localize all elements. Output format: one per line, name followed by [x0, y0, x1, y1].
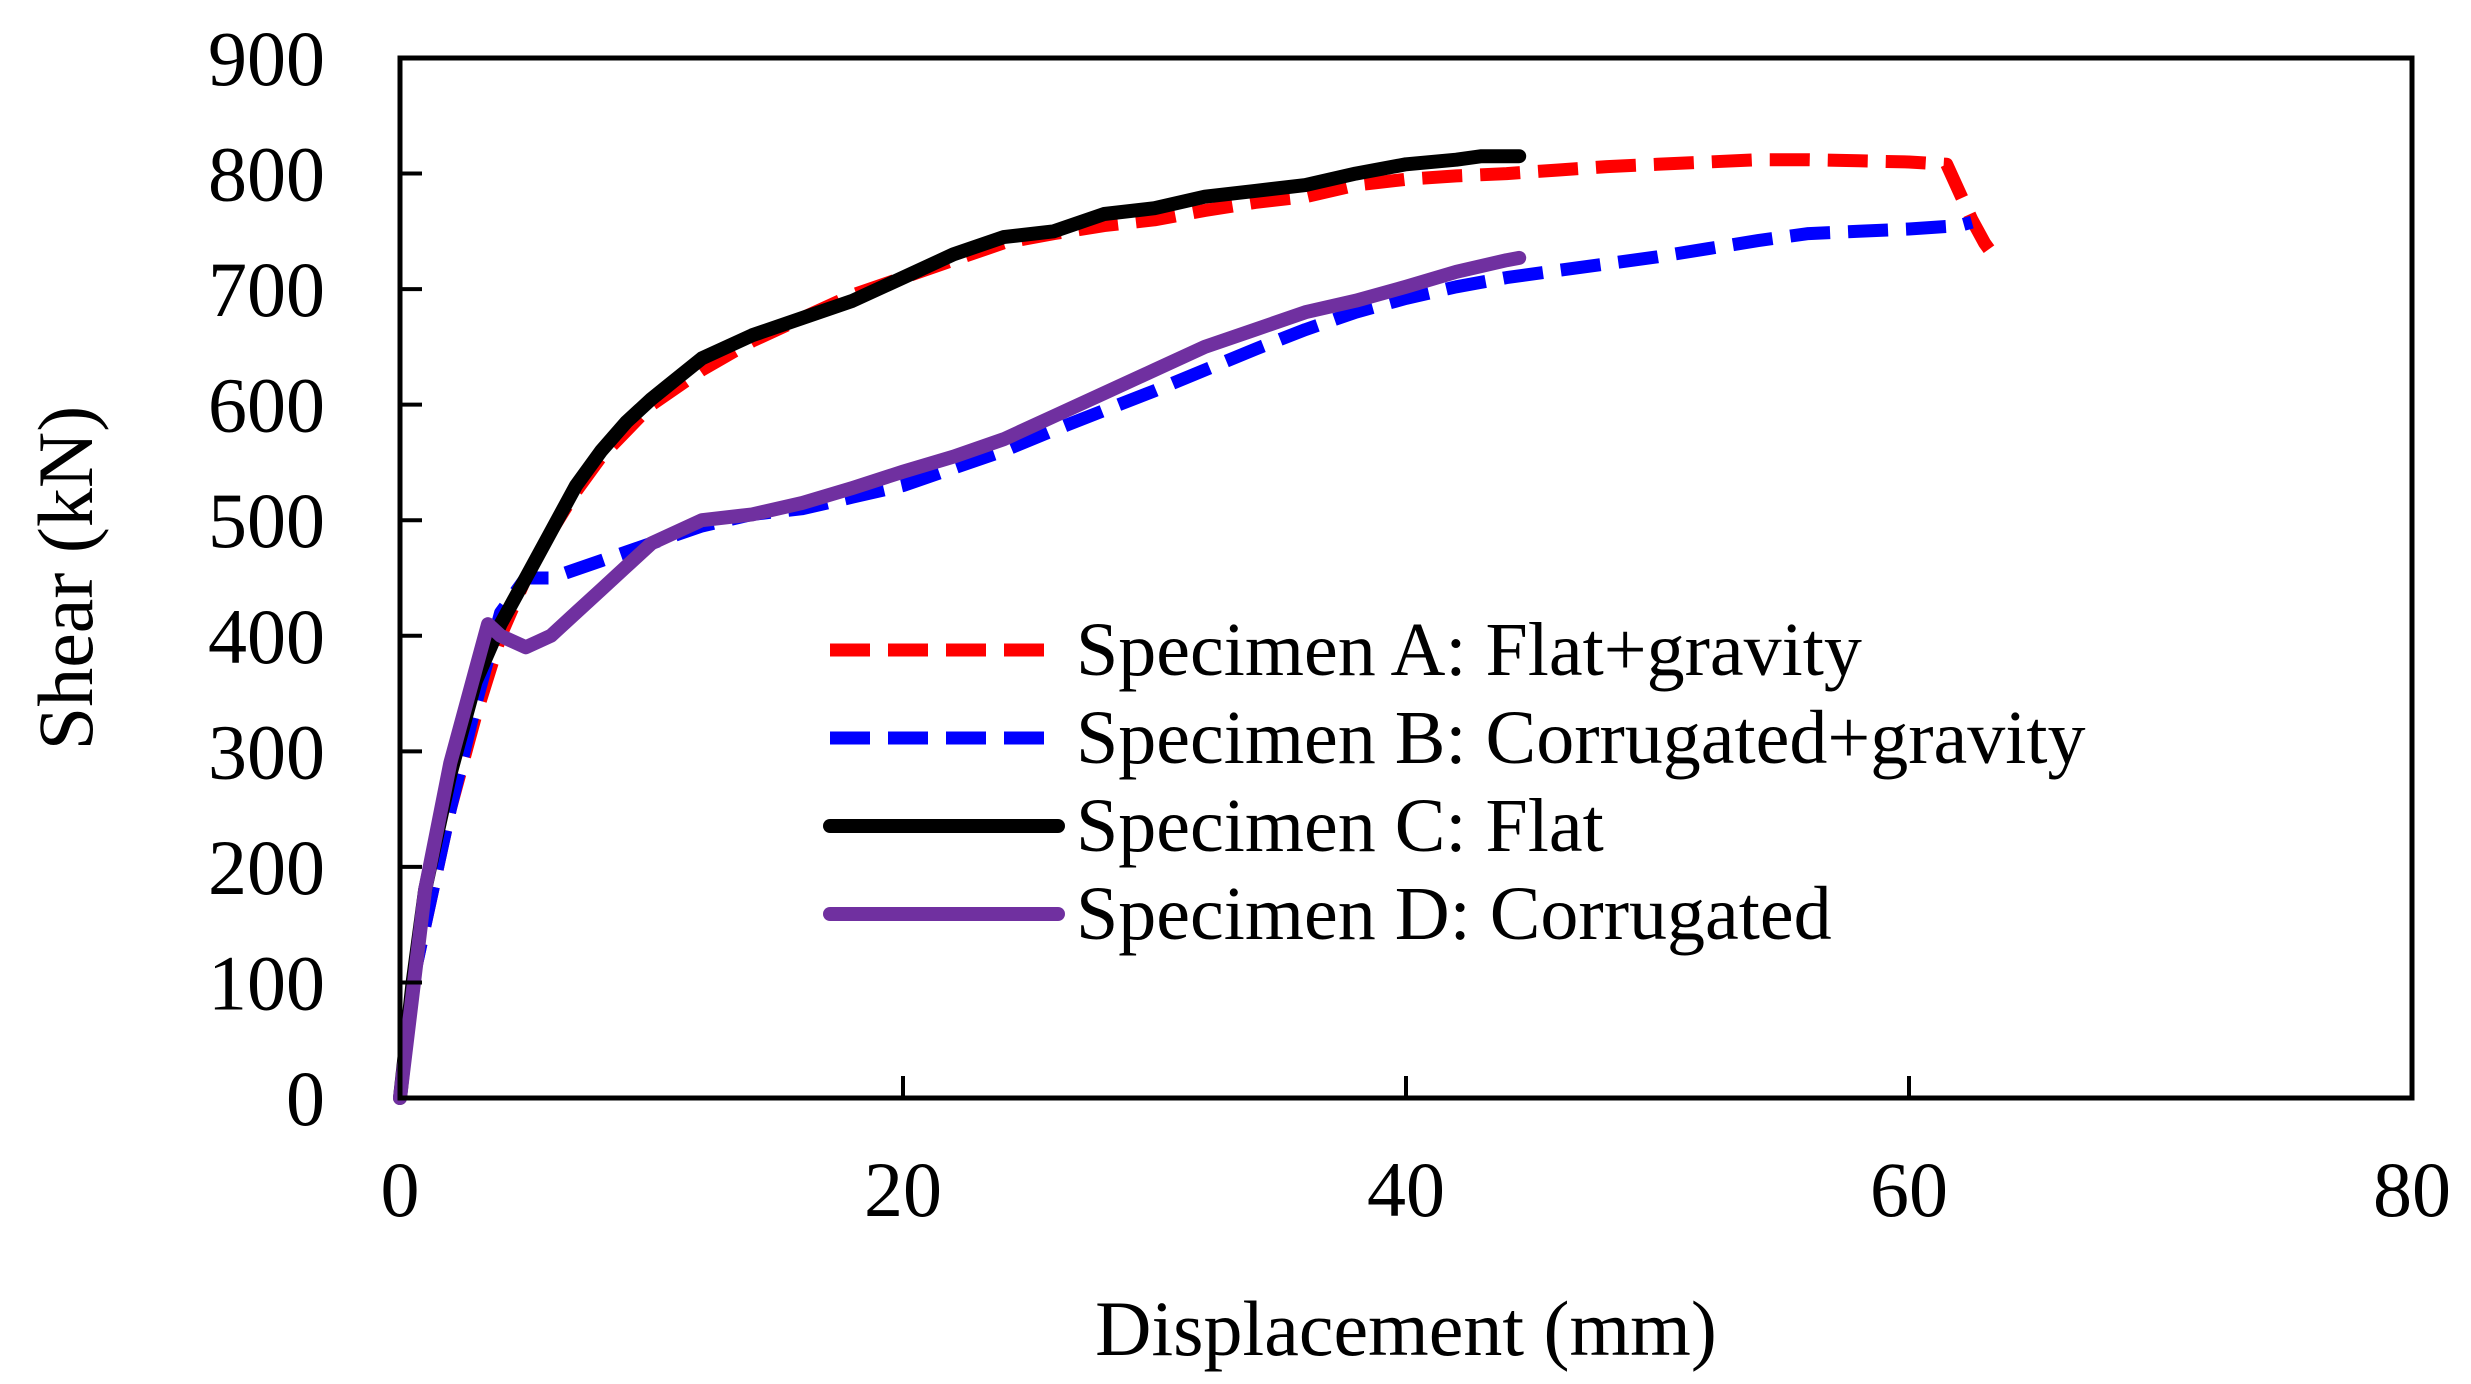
- y-axis-title: Shear (kN): [22, 406, 109, 750]
- y-tick-label: 100: [208, 939, 325, 1026]
- y-tick-label: 0: [286, 1055, 325, 1142]
- x-tick-label: 60: [1870, 1146, 1948, 1233]
- x-axis-ticks: 0 20 40 60 80: [381, 1076, 2451, 1233]
- x-tick-label: 20: [864, 1146, 942, 1233]
- y-tick-label: 200: [208, 824, 325, 911]
- x-tick-label: 80: [2373, 1146, 2451, 1233]
- y-tick-label: 900: [208, 15, 325, 102]
- y-tick-label: 600: [208, 362, 325, 449]
- legend-label-0: Specimen A: Flat+gravity: [1076, 608, 1862, 692]
- series-line-3: [393, 250, 1527, 1105]
- legend-label-1: Specimen B: Corrugated+gravity: [1076, 696, 2086, 780]
- y-tick-label: 700: [208, 246, 325, 333]
- y-tick-label: 300: [208, 708, 325, 795]
- y-tick-label: 500: [208, 477, 325, 564]
- legend-label-2: Specimen C: Flat: [1076, 784, 1604, 868]
- x-tick-label: 40: [1367, 1146, 1445, 1233]
- y-tick-label: 800: [208, 131, 325, 218]
- x-axis-title: Displacement (mm): [1095, 1285, 1717, 1372]
- y-tick-label: 400: [208, 593, 325, 680]
- x-tick-label: 0: [381, 1146, 420, 1233]
- series-layer: [393, 149, 2003, 1105]
- y-axis-ticks: 0 100 200 300 400 500 600 700 800 900: [208, 15, 422, 1142]
- legend-label-3: Specimen D: Corrugated: [1076, 872, 1832, 956]
- series-line-0: [393, 153, 2003, 1099]
